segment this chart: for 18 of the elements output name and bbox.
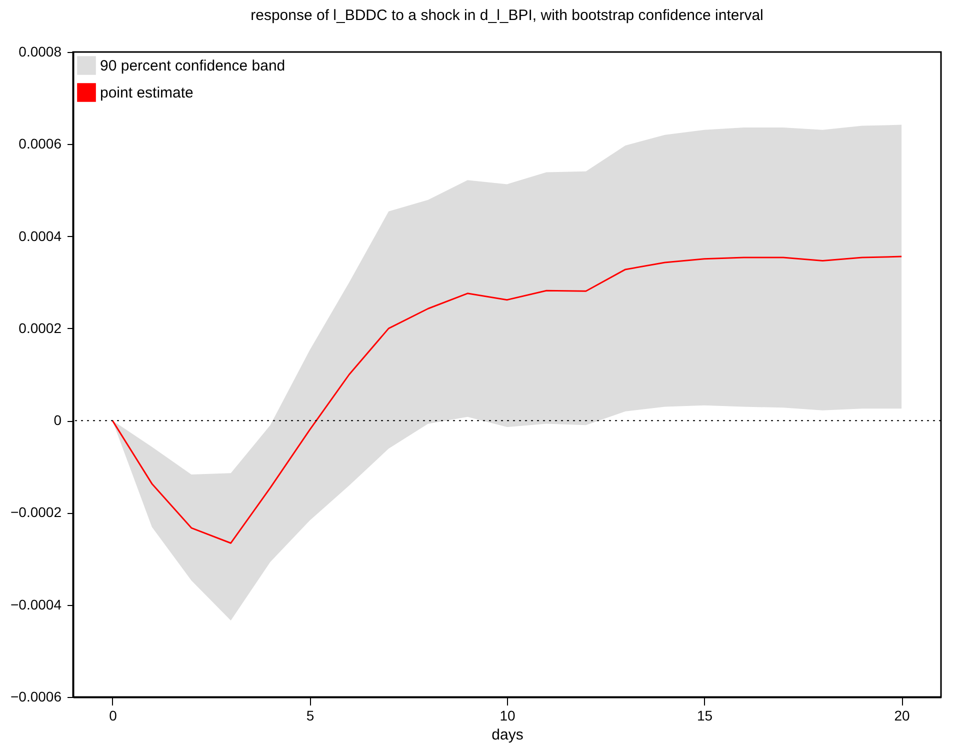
y-tick-label: 0.0004: [18, 228, 62, 244]
y-tick-label: 0: [54, 412, 62, 428]
chart-title: response of l_BDDC to a shock in d_l_BPI, with bootstrap confidence interval: [250, 7, 764, 24]
legend-label: point estimate: [100, 84, 194, 102]
x-axis-title: days: [492, 726, 524, 744]
x-tick-label: 20: [894, 708, 910, 724]
y-tick-label: 0.0008: [18, 44, 62, 60]
y-tick-label: 0.0002: [18, 320, 62, 336]
x-tick-label: 5: [306, 708, 314, 724]
x-tick-label: 10: [500, 708, 516, 724]
line-series: [112, 256, 902, 544]
y-tick-label: 0.0006: [18, 136, 62, 152]
x-tick-label: 0: [109, 708, 118, 724]
y-tick-label: −0.0006: [10, 688, 62, 704]
y-tick-label: −0.0002: [10, 504, 62, 520]
x-tick-label: 15: [696, 708, 713, 724]
annotation: 90 percent confidence band: [100, 58, 286, 74]
y-tick-label: −0.0004: [10, 596, 62, 612]
